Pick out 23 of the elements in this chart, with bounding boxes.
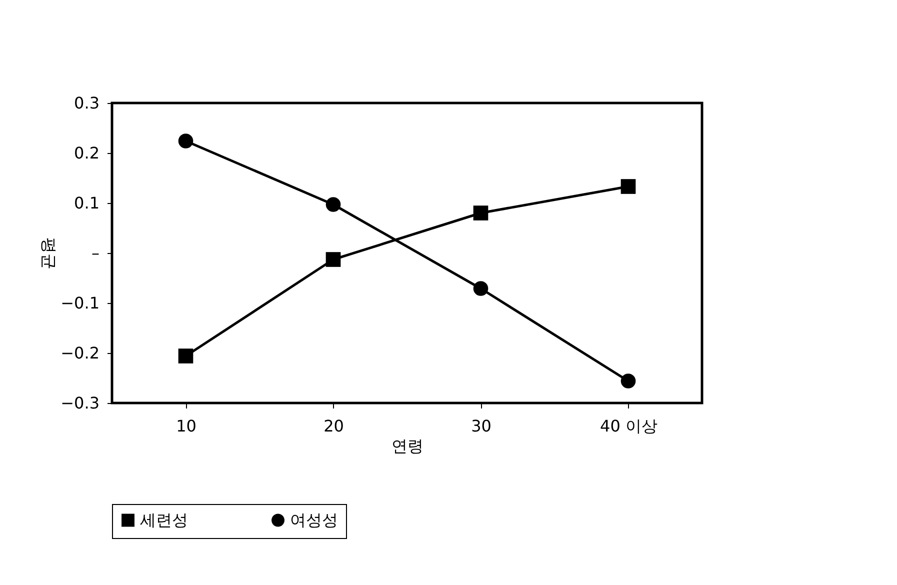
point — [473, 206, 488, 220]
point — [326, 252, 341, 267]
point — [178, 134, 194, 148]
y-axis-title: 평균 — [40, 238, 59, 270]
y-tick-label: 0.2 — [74, 144, 100, 162]
point — [326, 197, 341, 212]
point — [620, 374, 636, 388]
point — [178, 348, 194, 364]
legend-label: 여성성 — [290, 510, 338, 530]
y-tick-label: 0.1 — [74, 194, 100, 212]
x-tick-label: 20 — [324, 416, 344, 436]
x-tick-label: 10 — [176, 416, 196, 436]
x-tick-label: 40 이상 — [600, 416, 658, 436]
y-tick-label: – — [92, 244, 100, 262]
y-tick-label: −0.1 — [60, 294, 100, 312]
legend-label: 세련성 — [140, 510, 188, 530]
point — [620, 179, 636, 194]
y-tick-label: −0.2 — [60, 344, 100, 362]
x-axis-title: 연령 — [392, 436, 424, 456]
y-tick-label: −0.3 — [60, 394, 100, 412]
y-tick-label: 0.3 — [74, 94, 100, 112]
x-tick-label: 30 — [471, 416, 492, 436]
point — [473, 281, 488, 296]
